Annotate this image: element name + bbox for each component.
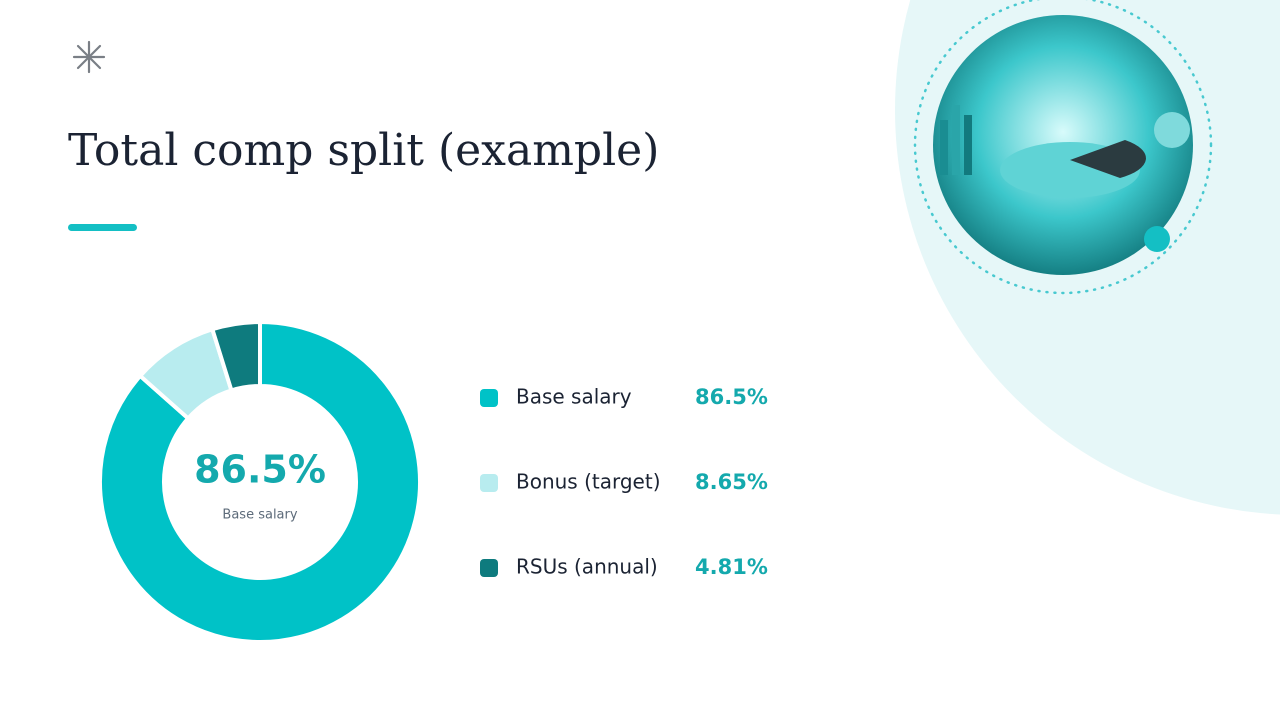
- legend-value: 4.81%: [695, 555, 768, 579]
- center-value: 86.5%: [194, 448, 326, 492]
- illustration: [933, 15, 1193, 275]
- center-label: Base salary: [222, 508, 297, 523]
- legend-value: 86.5%: [695, 385, 768, 409]
- legend-value: 8.65%: [695, 470, 768, 494]
- illustration-slice: [1070, 140, 1146, 178]
- illustration-sphere: [1154, 112, 1190, 148]
- legend-label: Base salary: [516, 385, 632, 409]
- accent-dot: [1144, 226, 1170, 252]
- title-underline: [68, 224, 137, 231]
- donut-segment: [210, 320, 262, 393]
- dotted-ring: [913, 0, 1213, 295]
- legend-label: RSUs (annual): [516, 555, 658, 579]
- legend: Base salary 86.5% Bonus (target) 8.65% RSUs …: [480, 385, 768, 579]
- legend-swatch: [480, 559, 498, 577]
- illustration-bar: [964, 115, 972, 175]
- illustration-bar: [940, 120, 948, 175]
- legend-swatch: [480, 474, 498, 492]
- asterisk-icon: [72, 40, 106, 74]
- illustration-bar: [952, 105, 960, 175]
- donut-chart: 86.5% Base salary: [98, 320, 422, 644]
- slide-title: Total comp split (example): [68, 125, 659, 176]
- legend-swatch: [480, 389, 498, 407]
- donut-segment: [98, 320, 422, 644]
- legend-label: Bonus (target): [516, 470, 661, 494]
